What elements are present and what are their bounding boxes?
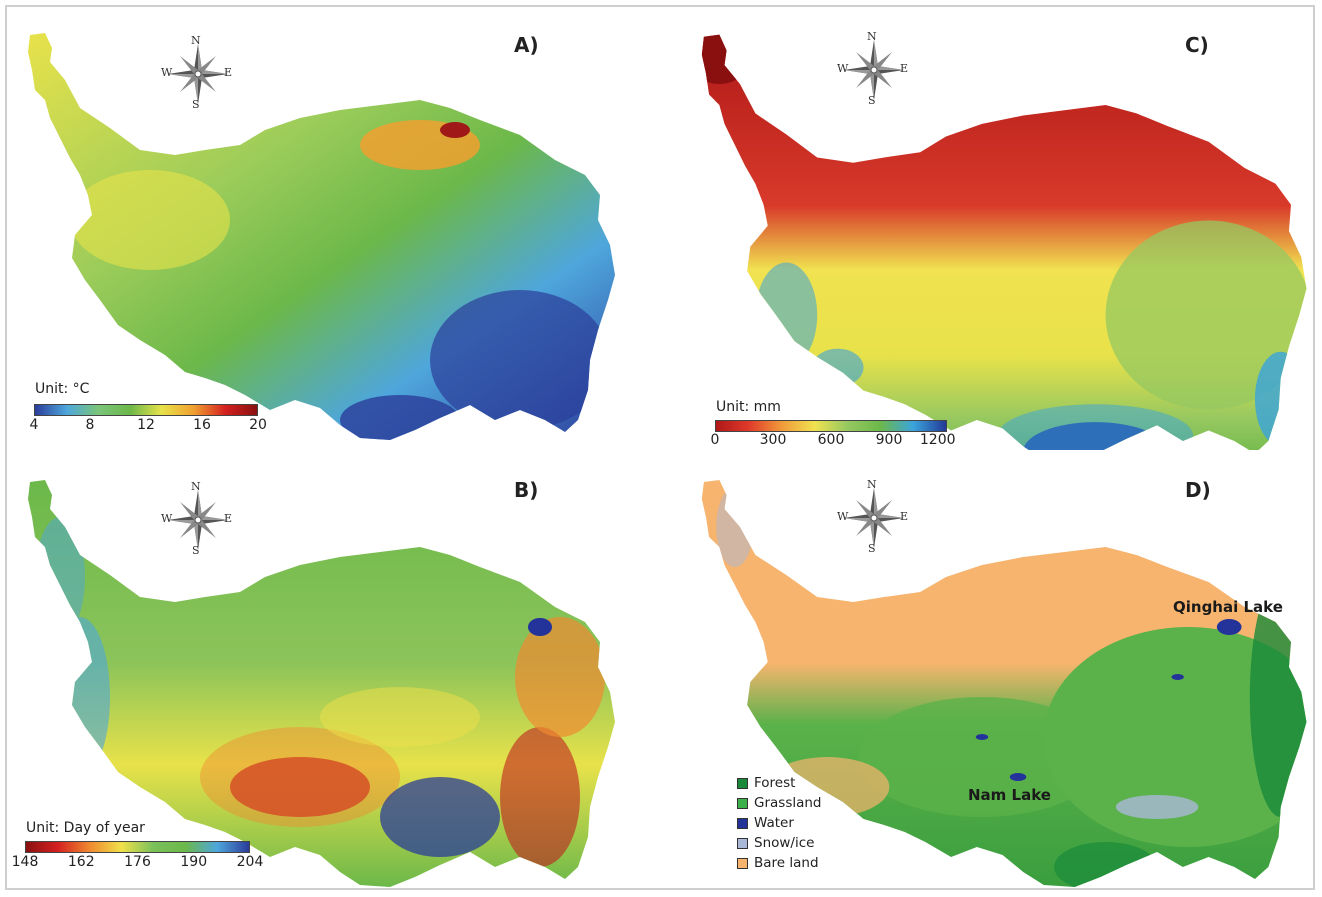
legend-swatch <box>737 777 748 789</box>
compass-icon: N S W E <box>836 478 912 556</box>
land-cover-legend: Forest Grassland Water Snow/ice Bare lan… <box>737 773 822 873</box>
tick-b-3: 176 <box>124 854 151 870</box>
compass-east-label: E <box>900 510 909 523</box>
ticks-b: 148 162 176 190 204 <box>12 854 264 870</box>
panel-precipitation: C) N S W E Unit: mm 0 300 600 900 1200 <box>668 0 1322 450</box>
panel-land-cover: D) N S W E Qinghai Lake Nam Lake <box>668 455 1322 895</box>
tick-a-2: 8 <box>85 417 95 433</box>
lake-label-qinghai: Qinghai Lake <box>1173 598 1283 616</box>
compass-west-label: W <box>161 512 173 525</box>
compass-east-label: E <box>224 512 233 525</box>
compass-south-label: S <box>192 544 200 557</box>
compass-east-label: E <box>900 62 909 75</box>
legend-swatch <box>737 797 748 809</box>
compass-west-label: W <box>837 62 849 75</box>
legend-label: Snow/ice <box>754 835 815 851</box>
compass-icon: N S W E <box>160 480 236 558</box>
tick-c-4: 900 <box>875 432 903 448</box>
color-ramp-c <box>715 420 947 432</box>
tick-b-2: 162 <box>67 854 95 870</box>
legend-label: Forest <box>754 775 796 791</box>
compass-north-label: N <box>867 478 877 491</box>
tick-c-3: 600 <box>817 432 845 448</box>
legend-title-c: Unit: mm <box>716 399 781 415</box>
compass-south-label: S <box>192 98 200 111</box>
legend-label: Water <box>754 815 794 831</box>
panel-label-d: D) <box>1185 478 1211 502</box>
legend-item-bare-land: Bare land <box>737 853 822 873</box>
tick-c-1: 0 <box>710 432 720 448</box>
compass-north-label: N <box>867 30 877 43</box>
lake-label-nam: Nam Lake <box>968 786 1051 804</box>
tick-a-5: 20 <box>249 417 267 433</box>
legend-swatch <box>737 837 748 849</box>
legend-label: Grassland <box>754 795 822 811</box>
legend-label: Bare land <box>754 855 819 871</box>
legend-item-snow-ice: Snow/ice <box>737 833 822 853</box>
compass-south-label: S <box>868 94 876 107</box>
compass-west-label: W <box>161 66 173 79</box>
panel-label-a: A) <box>514 33 539 57</box>
legend-title-b: Unit: Day of year <box>26 820 145 836</box>
precipitation-map <box>701 34 1307 450</box>
compass-east-label: E <box>224 66 233 79</box>
compass-icon: N S W E <box>836 30 912 108</box>
temperature-map <box>28 33 615 440</box>
color-ramp-a <box>34 404 258 416</box>
panel-temperature: A) N S W E Unit: °C 4 8 12 16 20 <box>0 0 661 450</box>
panel-day-of-year: B) N S W E Unit: Day of year 148 162 176… <box>0 455 661 895</box>
legend-swatch <box>737 857 748 869</box>
ticks-c: 0 300 600 900 1200 <box>711 432 956 448</box>
panel-label-b: B) <box>514 478 539 502</box>
tick-c-2: 300 <box>759 432 787 448</box>
tick-b-4: 190 <box>180 854 208 870</box>
tick-a-3: 12 <box>137 417 155 433</box>
color-ramp-b <box>25 841 250 853</box>
compass-north-label: N <box>191 480 201 493</box>
panel-label-c: C) <box>1185 33 1209 57</box>
tick-b-1: 148 <box>11 854 39 870</box>
compass-north-label: N <box>191 34 201 47</box>
tick-a-4: 16 <box>193 417 211 433</box>
compass-west-label: W <box>837 510 849 523</box>
day-of-year-map <box>28 480 615 887</box>
land-cover-map <box>701 480 1307 887</box>
figure-frame <box>5 5 1315 890</box>
legend-item-water: Water <box>737 813 822 833</box>
compass-icon: N S W E <box>160 34 236 112</box>
legend-item-grassland: Grassland <box>737 793 822 813</box>
tick-a-1: 4 <box>29 417 39 433</box>
compass-south-label: S <box>868 542 876 555</box>
ticks-a: 4 8 12 16 20 <box>30 417 267 433</box>
tick-b-5: 204 <box>236 854 264 870</box>
legend-title-a: Unit: °C <box>35 381 90 397</box>
legend-swatch <box>737 817 748 829</box>
legend-item-forest: Forest <box>737 773 822 793</box>
tick-c-5: 1200 <box>919 432 956 448</box>
